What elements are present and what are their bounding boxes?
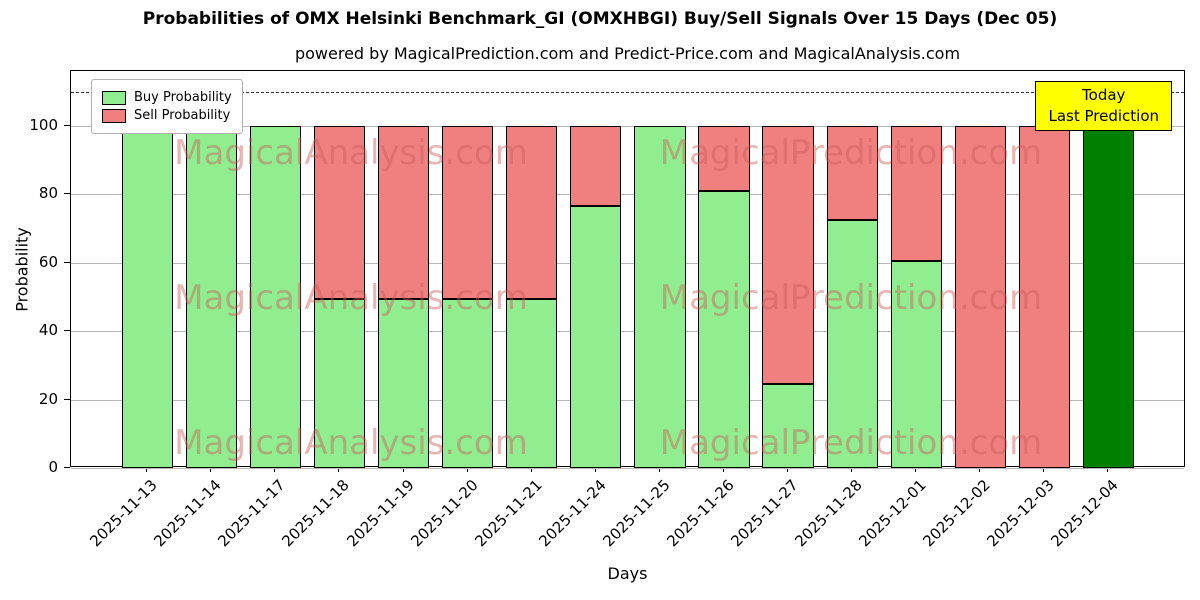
x-tick xyxy=(274,467,276,472)
grid-line xyxy=(71,194,1184,196)
bar-sell-segment xyxy=(377,125,430,299)
dashed-threshold-line xyxy=(71,91,1184,93)
chart-title: Probabilities of OMX Helsinki Benchmark_… xyxy=(142,9,1058,29)
y-tick-label: 60 xyxy=(38,252,58,271)
x-tick xyxy=(787,467,789,472)
bar-sell-segment xyxy=(313,125,366,299)
bar-buy-segment xyxy=(313,298,366,468)
watermark-text: MagicalPrediction.com xyxy=(659,423,1043,463)
y-tick xyxy=(64,467,70,468)
watermark-text: MagicalAnalysis.com xyxy=(174,278,528,318)
x-tick xyxy=(658,467,660,472)
today-box-line2: Last Prediction xyxy=(1048,107,1159,125)
bar-sell-segment xyxy=(442,125,494,299)
grid-line xyxy=(71,125,1184,127)
x-tick xyxy=(1107,467,1109,472)
bar-buy-segment xyxy=(377,298,430,468)
bar-buy-segment xyxy=(762,384,814,468)
legend-label-buy: Buy Probability xyxy=(134,90,232,105)
watermark-text: MagicalPrediction.com xyxy=(659,133,1043,173)
x-tick xyxy=(146,467,148,472)
bar-buy-segment xyxy=(698,190,750,468)
bar-buy-segment xyxy=(249,125,302,468)
y-tick-label: 20 xyxy=(38,389,58,408)
x-tick xyxy=(210,467,212,472)
bar-sell-segment xyxy=(570,125,622,207)
watermark-text: MagicalAnalysis.com xyxy=(174,133,528,173)
bar-buy-segment xyxy=(826,219,878,468)
y-tick-label: 40 xyxy=(38,321,58,340)
grid-line xyxy=(71,331,1184,333)
watermark-text: MagicalPrediction.com xyxy=(659,278,1043,318)
x-tick xyxy=(851,467,853,472)
chart-subtitle: powered by MagicalPrediction.com and Pre… xyxy=(294,44,961,63)
grid-line xyxy=(71,399,1184,401)
y-tick xyxy=(64,398,70,400)
x-tick xyxy=(466,467,468,472)
legend: Buy Probability Sell Probability xyxy=(91,79,243,134)
legend-item-buy: Buy Probability xyxy=(102,90,232,105)
grid-line xyxy=(71,468,1184,469)
bar-buy-segment xyxy=(570,206,622,468)
x-tick xyxy=(1043,467,1045,472)
y-tick-label: 100 xyxy=(29,115,58,134)
bar-sell-segment xyxy=(826,125,878,220)
plot-area: Buy Probability Sell Probability Today L… xyxy=(70,70,1185,469)
y-tick xyxy=(64,261,70,263)
x-tick xyxy=(915,467,917,472)
x-axis-label: Days xyxy=(607,564,648,583)
x-tick xyxy=(402,467,404,472)
bar-buy-segment xyxy=(442,298,494,468)
bar-sell-segment xyxy=(762,125,814,385)
bar-buy-segment xyxy=(506,298,558,468)
bar-sell-segment xyxy=(698,125,750,191)
bar-sell-segment xyxy=(954,125,1006,468)
x-tick xyxy=(530,467,532,472)
y-tick xyxy=(64,124,70,126)
bar-sell-segment xyxy=(890,125,942,261)
x-tick xyxy=(722,467,724,472)
today-box: Today Last Prediction xyxy=(1035,81,1172,131)
y-tick-label: 80 xyxy=(38,184,58,203)
today-box-line1: Today xyxy=(1082,86,1126,104)
bar-sell-segment xyxy=(1018,125,1070,468)
legend-swatch-buy-icon xyxy=(102,90,126,105)
x-tick xyxy=(594,467,596,472)
bar-buy-segment xyxy=(1082,125,1135,468)
y-tick xyxy=(64,330,70,332)
bar-buy-segment xyxy=(121,125,173,468)
y-tick xyxy=(64,193,70,195)
bar-buy-segment xyxy=(634,125,686,468)
bar-buy-segment xyxy=(890,260,942,468)
bar-sell-segment xyxy=(506,125,558,299)
watermark-text: MagicalAnalysis.com xyxy=(174,423,528,463)
legend-swatch-sell-icon xyxy=(102,108,126,123)
grid-line xyxy=(71,262,1184,264)
x-tick xyxy=(338,467,340,472)
x-tick xyxy=(979,467,981,472)
legend-label-sell: Sell Probability xyxy=(134,108,231,123)
y-tick-label: 0 xyxy=(48,458,58,476)
legend-item-sell: Sell Probability xyxy=(102,108,232,123)
